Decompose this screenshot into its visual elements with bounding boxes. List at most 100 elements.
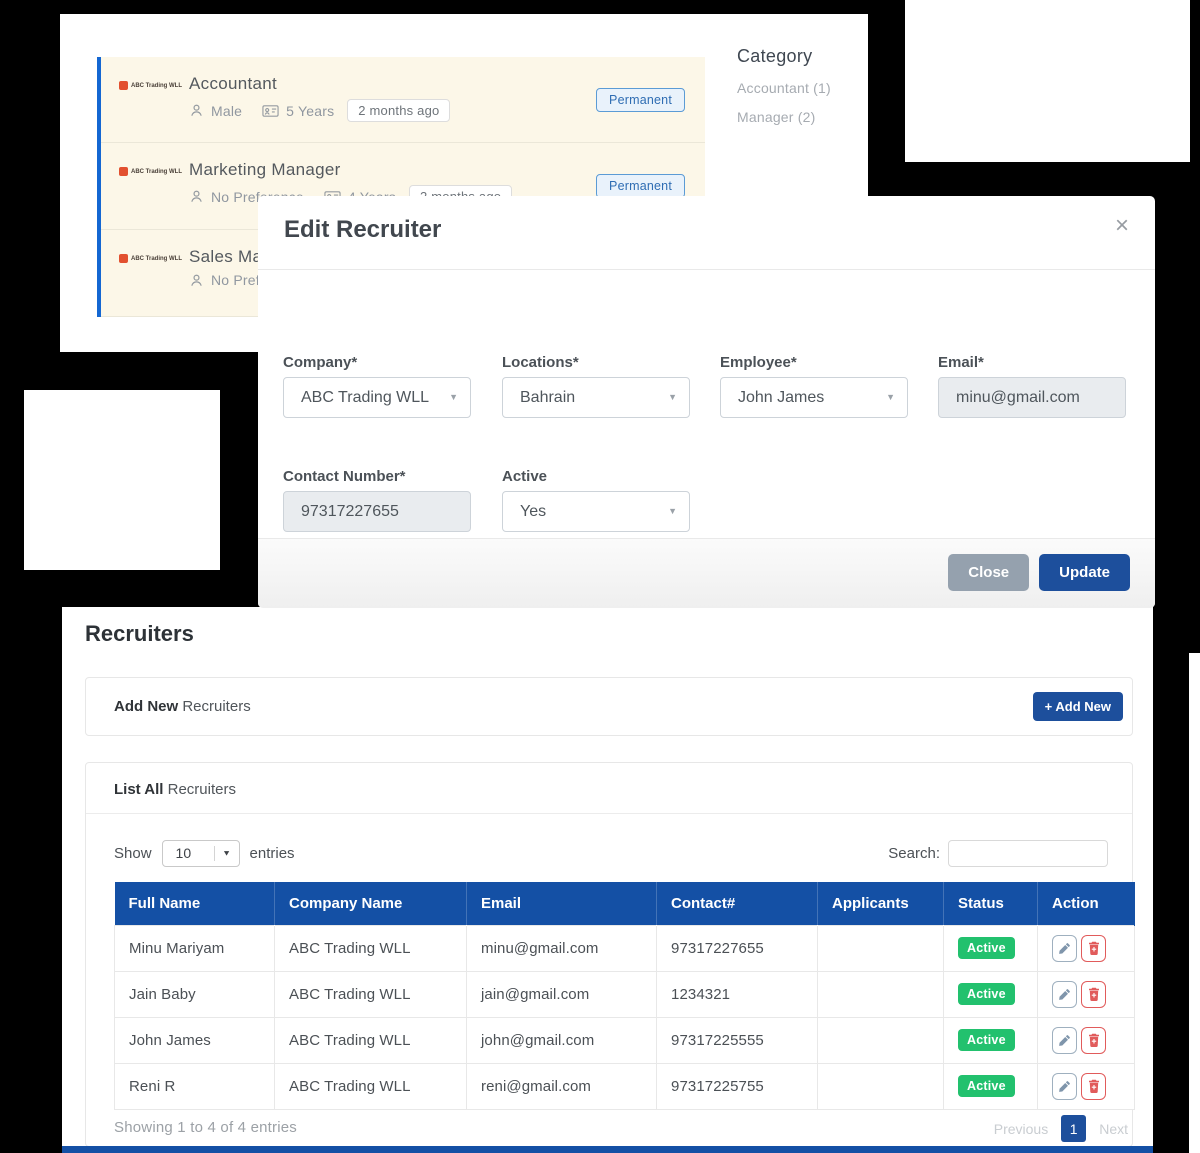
edit-recruiter-modal: Edit Recruiter × Company* ABC Trading WL… xyxy=(258,196,1155,608)
modal-body: Company* ABC Trading WLL ▼ Locations* Ba… xyxy=(258,270,1155,538)
employee-select-value: John James xyxy=(738,389,825,406)
email-field-value: minu@gmail.com xyxy=(956,389,1080,406)
active-field-label: Active xyxy=(502,468,548,485)
caret-down-icon: ▼ xyxy=(668,506,677,516)
col-header-action[interactable]: Action xyxy=(1037,882,1135,925)
table-header-row: Full Name Company Name Email Contact# Ap… xyxy=(114,882,1135,925)
company-logo-icon xyxy=(119,81,128,90)
cell-status: Active xyxy=(943,1062,1038,1110)
employee-field-label: Employee* xyxy=(720,354,797,371)
person-icon xyxy=(189,189,204,204)
category-item-accountant[interactable]: Accountant (1) xyxy=(737,80,831,96)
id-card-icon xyxy=(262,104,279,118)
company-logo-icon xyxy=(119,167,128,176)
email-field[interactable]: minu@gmail.com xyxy=(938,377,1126,418)
col-header-full-name[interactable]: Full Name xyxy=(114,882,275,925)
job-meta: Male 5 Years 2 months ago xyxy=(189,99,451,122)
cell-action xyxy=(1037,1016,1135,1064)
job-type-permanent-badge[interactable]: Permanent xyxy=(596,174,685,198)
cell-status: Active xyxy=(943,1016,1038,1064)
edit-button[interactable] xyxy=(1052,980,1077,1008)
col-header-email[interactable]: Email xyxy=(466,882,657,925)
delete-button[interactable] xyxy=(1081,1026,1106,1054)
recruiters-table: Full Name Company Name Email Contact# Ap… xyxy=(114,882,1135,1110)
active-select[interactable]: Yes ▼ xyxy=(502,491,690,532)
cell-contact: 97317227655 xyxy=(656,924,818,972)
cell-contact: 97317225755 xyxy=(656,1062,818,1110)
status-badge: Active xyxy=(958,937,1015,959)
page-length-select[interactable]: 10 ▼ xyxy=(161,839,240,867)
close-button[interactable]: Close xyxy=(948,554,1030,591)
col-header-applicants[interactable]: Applicants xyxy=(817,882,944,925)
add-new-button[interactable]: + Add New xyxy=(1032,692,1123,721)
pagination-next[interactable]: Next xyxy=(1099,1120,1128,1137)
cell-company: ABC Trading WLL xyxy=(274,970,467,1018)
list-all-label-rest: Recruiters xyxy=(163,781,236,798)
cell-applicants xyxy=(817,924,944,972)
edit-button[interactable] xyxy=(1052,934,1077,962)
page-title: Recruiters xyxy=(85,621,194,646)
cell-contact: 1234321 xyxy=(656,970,818,1018)
delete-button[interactable] xyxy=(1081,1072,1106,1100)
company-logo: ABC Trading WLL xyxy=(119,254,182,263)
table-row: Minu Mariyam ABC Trading WLL minu@gmail.… xyxy=(114,924,1135,972)
cell-full-name: Reni R xyxy=(114,1062,275,1110)
add-new-card: Add New Recruiters + Add New xyxy=(85,677,1133,736)
edit-button[interactable] xyxy=(1052,1026,1077,1054)
cell-full-name: Minu Mariyam xyxy=(114,924,275,972)
list-all-header: List All Recruiters xyxy=(86,763,1132,814)
caret-down-icon: ▼ xyxy=(886,392,895,402)
edit-pencil-icon xyxy=(1059,942,1070,954)
blank-panel-top-right xyxy=(905,0,1190,162)
pagination-page-1[interactable]: 1 xyxy=(1061,1115,1087,1142)
status-badge: Active xyxy=(958,1075,1015,1097)
cell-full-name: Jain Baby xyxy=(114,970,275,1018)
modal-header: Edit Recruiter × xyxy=(258,196,1155,270)
locations-field-label: Locations* xyxy=(502,354,579,371)
locations-select[interactable]: Bahrain ▼ xyxy=(502,377,690,418)
col-header-contact[interactable]: Contact# xyxy=(656,882,818,925)
cell-email: minu@gmail.com xyxy=(466,924,657,972)
col-header-company-name[interactable]: Company Name xyxy=(274,882,467,925)
pagination-previous[interactable]: Previous xyxy=(993,1120,1049,1137)
update-button[interactable]: Update xyxy=(1039,554,1130,591)
company-select[interactable]: ABC Trading WLL ▼ xyxy=(283,377,471,418)
contact-number-field-label: Contact Number* xyxy=(283,468,406,485)
show-entries-label: Show xyxy=(114,844,152,862)
recruiters-page: Recruiters Add New Recruiters + Add New … xyxy=(62,607,1153,1153)
category-item-manager[interactable]: Manager (2) xyxy=(737,109,816,125)
posted-badge: 2 months ago xyxy=(347,99,451,122)
person-icon xyxy=(189,273,204,288)
cell-email: john@gmail.com xyxy=(466,1016,657,1064)
edit-pencil-icon xyxy=(1059,1080,1070,1092)
caret-down-icon: ▼ xyxy=(449,392,458,402)
page-length-value: 10 xyxy=(175,845,192,861)
add-new-label: Add New Recruiters xyxy=(114,698,251,715)
search-input[interactable] xyxy=(948,839,1108,867)
category-title: Category xyxy=(737,46,813,66)
search-label: Search: xyxy=(888,844,940,862)
contact-number-field[interactable]: 97317227655 xyxy=(283,491,471,532)
col-header-status[interactable]: Status xyxy=(943,882,1038,925)
delete-button[interactable] xyxy=(1081,980,1106,1008)
job-card-accountant[interactable]: ABC Trading WLL Accountant Male 5 Years … xyxy=(101,57,705,143)
table-row: John James ABC Trading WLL john@gmail.co… xyxy=(114,1016,1135,1064)
footer-bar xyxy=(62,1146,1153,1153)
close-icon[interactable]: × xyxy=(1114,212,1129,239)
edit-button[interactable] xyxy=(1052,1072,1077,1100)
locations-select-value: Bahrain xyxy=(520,389,576,406)
delete-trash-icon xyxy=(1088,941,1099,955)
blank-panel-left xyxy=(24,390,220,570)
list-all-card: List All Recruiters Show 10 ▼ entries Se… xyxy=(85,762,1135,1147)
status-badge: Active xyxy=(958,983,1015,1005)
job-type-permanent-badge[interactable]: Permanent xyxy=(596,88,685,112)
cell-full-name: John James xyxy=(114,1016,275,1064)
cell-action xyxy=(1037,1062,1135,1110)
employee-select[interactable]: John James ▼ xyxy=(720,377,908,418)
delete-button[interactable] xyxy=(1081,934,1106,962)
status-badge: Active xyxy=(958,1029,1015,1051)
company-logo: ABC Trading WLL xyxy=(119,81,182,90)
company-field-label: Company* xyxy=(283,354,358,371)
company-select-value: ABC Trading WLL xyxy=(301,389,430,406)
list-all-label-bold: List All xyxy=(114,781,164,798)
